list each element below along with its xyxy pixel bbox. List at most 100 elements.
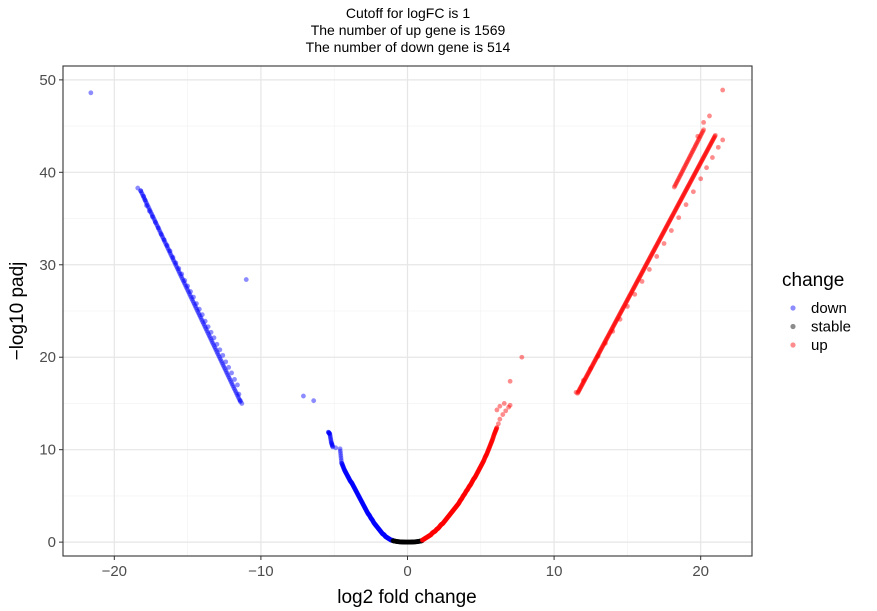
down-point [162,239,168,245]
up-point [700,128,706,134]
up-point [612,321,618,326]
up-point [631,285,637,291]
stable-point [404,539,410,545]
down-point [301,393,306,399]
down-point [140,193,146,199]
up-point [683,161,689,166]
stable-point [399,539,405,545]
stable-point [396,539,402,545]
down-point [350,481,355,487]
up-point [440,521,446,527]
down-point [192,303,198,309]
up-point [641,267,646,273]
up-point [706,144,712,150]
up-point [480,460,485,466]
stable-point [415,539,421,544]
up-point [480,459,486,465]
down-point [348,479,354,485]
down-point [363,506,369,512]
up-point [425,534,430,540]
down-point [338,455,344,461]
down-point [188,289,193,294]
stable-point [418,538,424,544]
down-point [201,323,207,328]
up-point [615,315,621,320]
up-point [475,469,481,475]
up-point [656,239,661,245]
up-point [478,464,483,470]
up-point [656,238,662,244]
up-point [435,526,440,532]
down-point [385,535,391,541]
stable-point [392,538,398,544]
up-point [596,350,602,355]
up-point [420,537,426,543]
up-point [436,525,442,531]
up-point [452,505,458,511]
down-point [376,527,382,532]
down-point [173,260,179,266]
down-point [379,530,385,535]
up-point [474,471,480,477]
up-point [698,131,704,137]
up-point [679,195,685,201]
up-point [620,305,626,311]
down-point [203,326,209,332]
up-point [447,511,453,517]
up-point [708,141,713,147]
up-point [678,197,684,203]
up-point [587,366,593,372]
down-point [186,291,192,296]
up-point [677,172,683,178]
up-point [684,185,690,191]
down-point [382,533,388,539]
up-point [486,446,492,452]
up-point [690,175,695,181]
down-point [206,333,212,339]
down-point [368,515,374,521]
up-point [444,515,450,521]
up-point [423,535,429,541]
stable-point [414,539,419,545]
up-point [420,537,426,543]
x-tick-label: −20 [102,563,127,580]
down-point [389,537,395,543]
down-point [185,287,191,293]
down-point [135,185,141,191]
up-point [425,534,431,539]
up-point [680,167,686,172]
up-point [665,221,671,227]
up-point [690,147,696,153]
up-point [693,168,699,174]
up-point [662,227,668,233]
down-point [200,319,206,325]
up-point [675,203,680,209]
stable-point [412,539,418,545]
down-point [144,200,149,206]
up-point [600,343,606,348]
stable-point [398,539,404,545]
up-point [486,445,492,451]
down-point [359,500,365,506]
down-point [328,437,334,442]
up-point [683,162,688,168]
up-point [661,241,667,246]
down-point [237,397,242,403]
stable-point [411,539,417,545]
down-point [339,460,344,466]
up-point [448,510,454,516]
up-point [630,287,636,293]
stable-point [408,539,414,545]
up-point [635,277,641,283]
up-point [671,209,677,215]
down-point [369,516,375,522]
up-point [459,495,465,501]
up-point [577,386,583,392]
stable-point [416,539,421,544]
down-point [374,524,380,530]
up-point [694,167,700,173]
down-point [374,523,379,529]
up-point [688,152,694,158]
up-point [439,522,444,527]
up-point [461,492,467,498]
